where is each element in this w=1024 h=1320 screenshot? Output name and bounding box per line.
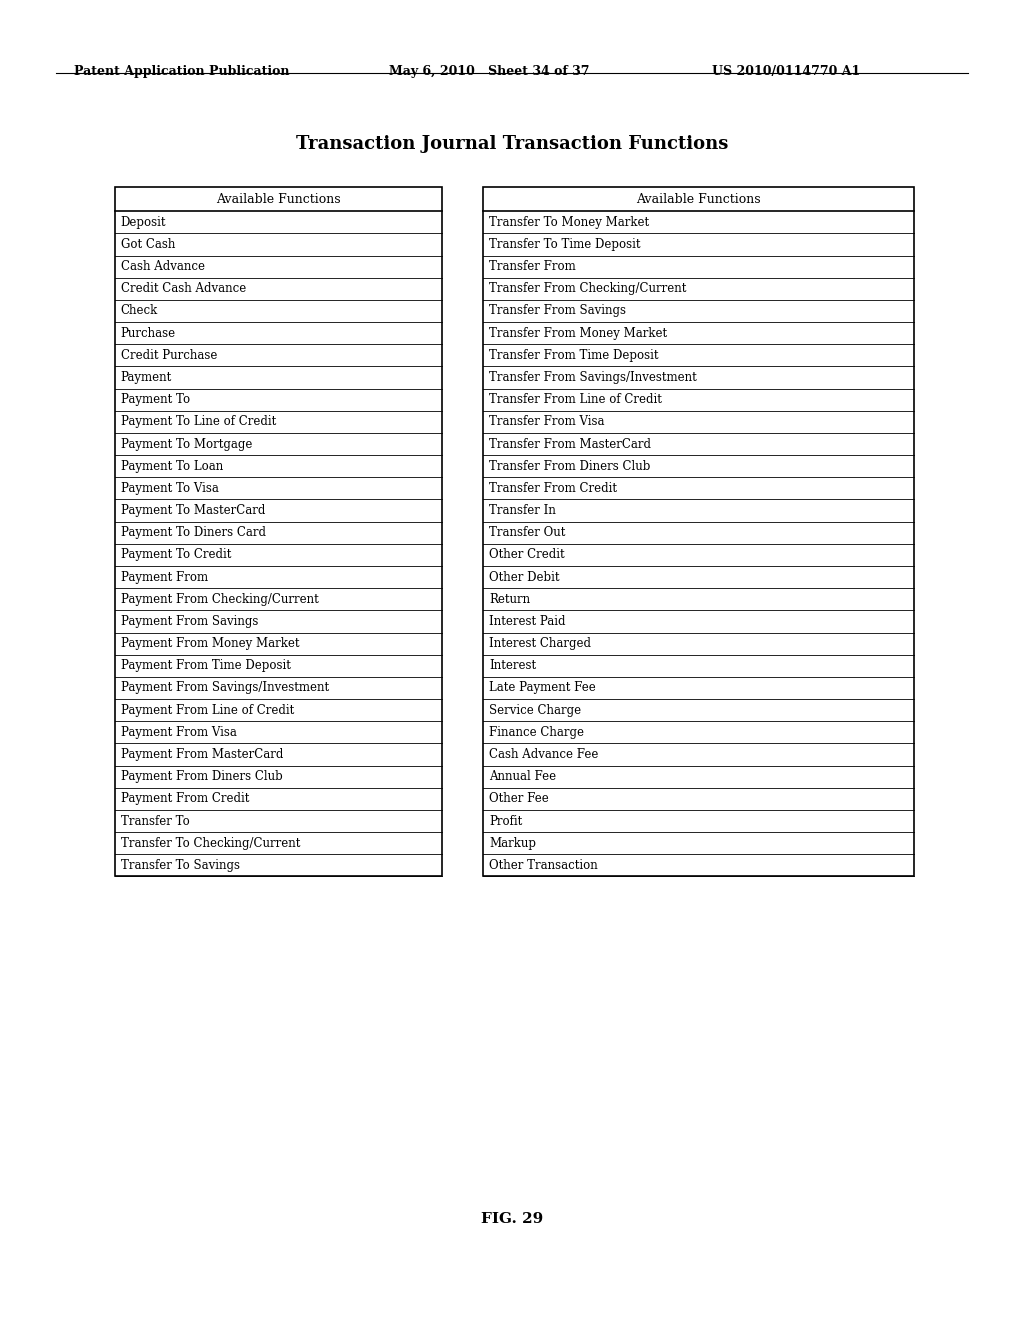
- Text: Payment From: Payment From: [121, 570, 208, 583]
- Text: Got Cash: Got Cash: [121, 238, 175, 251]
- Text: Payment From Savings: Payment From Savings: [121, 615, 258, 628]
- Text: Transfer From Time Deposit: Transfer From Time Deposit: [489, 348, 659, 362]
- Text: Payment From Credit: Payment From Credit: [121, 792, 249, 805]
- Bar: [483, 187, 914, 876]
- Text: Patent Application Publication: Patent Application Publication: [74, 65, 289, 78]
- Text: Payment To MasterCard: Payment To MasterCard: [121, 504, 265, 517]
- Text: Transfer From Line of Credit: Transfer From Line of Credit: [489, 393, 663, 407]
- Text: Transfer From Money Market: Transfer From Money Market: [489, 326, 668, 339]
- Text: Transaction Journal Transaction Functions: Transaction Journal Transaction Function…: [296, 135, 728, 153]
- Text: Payment To Mortgage: Payment To Mortgage: [121, 437, 252, 450]
- Text: Transfer To Checking/Current: Transfer To Checking/Current: [121, 837, 300, 850]
- Text: Transfer To Savings: Transfer To Savings: [121, 859, 240, 873]
- Text: Check: Check: [121, 305, 158, 318]
- Text: Transfer From Diners Club: Transfer From Diners Club: [489, 459, 651, 473]
- Text: Purchase: Purchase: [121, 326, 176, 339]
- Text: Transfer To: Transfer To: [121, 814, 189, 828]
- Text: Transfer From MasterCard: Transfer From MasterCard: [489, 437, 651, 450]
- Text: Transfer From: Transfer From: [489, 260, 577, 273]
- Text: Annual Fee: Annual Fee: [489, 770, 557, 783]
- Text: Transfer From Savings: Transfer From Savings: [489, 305, 627, 318]
- Text: Payment From Line of Credit: Payment From Line of Credit: [121, 704, 294, 717]
- Text: Credit Cash Advance: Credit Cash Advance: [121, 282, 246, 296]
- Text: Other Transaction: Other Transaction: [489, 859, 598, 873]
- Text: Transfer In: Transfer In: [489, 504, 556, 517]
- Text: Payment From Checking/Current: Payment From Checking/Current: [121, 593, 318, 606]
- Text: Available Functions: Available Functions: [637, 193, 761, 206]
- Text: Transfer From Visa: Transfer From Visa: [489, 416, 605, 429]
- Text: Other Credit: Other Credit: [489, 548, 565, 561]
- Text: Transfer From Checking/Current: Transfer From Checking/Current: [489, 282, 687, 296]
- Text: Cash Advance: Cash Advance: [121, 260, 205, 273]
- Text: Deposit: Deposit: [121, 215, 166, 228]
- Bar: [115, 187, 442, 876]
- Text: Transfer From Credit: Transfer From Credit: [489, 482, 617, 495]
- Text: Payment To Diners Card: Payment To Diners Card: [121, 527, 266, 540]
- Text: Credit Purchase: Credit Purchase: [121, 348, 217, 362]
- Text: Payment To Credit: Payment To Credit: [121, 548, 231, 561]
- Text: Payment To: Payment To: [121, 393, 190, 407]
- Text: Late Payment Fee: Late Payment Fee: [489, 681, 596, 694]
- Text: Transfer To Time Deposit: Transfer To Time Deposit: [489, 238, 641, 251]
- Text: Interest Charged: Interest Charged: [489, 638, 592, 651]
- Text: Finance Charge: Finance Charge: [489, 726, 585, 739]
- Text: Payment From Visa: Payment From Visa: [121, 726, 237, 739]
- Text: US 2010/0114770 A1: US 2010/0114770 A1: [712, 65, 860, 78]
- Text: Other Fee: Other Fee: [489, 792, 549, 805]
- Text: May 6, 2010   Sheet 34 of 37: May 6, 2010 Sheet 34 of 37: [389, 65, 590, 78]
- Text: Profit: Profit: [489, 814, 522, 828]
- Text: Interest: Interest: [489, 659, 537, 672]
- Text: Markup: Markup: [489, 837, 537, 850]
- Text: Transfer To Money Market: Transfer To Money Market: [489, 215, 649, 228]
- Text: Transfer Out: Transfer Out: [489, 527, 566, 540]
- Text: Payment From MasterCard: Payment From MasterCard: [121, 748, 284, 762]
- Text: Payment From Time Deposit: Payment From Time Deposit: [121, 659, 291, 672]
- Text: Payment From Money Market: Payment From Money Market: [121, 638, 299, 651]
- Text: FIG. 29: FIG. 29: [481, 1212, 543, 1226]
- Text: Payment To Visa: Payment To Visa: [121, 482, 219, 495]
- Text: Payment: Payment: [121, 371, 172, 384]
- Text: Service Charge: Service Charge: [489, 704, 582, 717]
- Text: Payment From Diners Club: Payment From Diners Club: [121, 770, 283, 783]
- Text: Payment From Savings/Investment: Payment From Savings/Investment: [121, 681, 329, 694]
- Text: Return: Return: [489, 593, 530, 606]
- Text: Payment To Loan: Payment To Loan: [121, 459, 223, 473]
- Text: Cash Advance Fee: Cash Advance Fee: [489, 748, 599, 762]
- Text: Interest Paid: Interest Paid: [489, 615, 566, 628]
- Text: Transfer From Savings/Investment: Transfer From Savings/Investment: [489, 371, 697, 384]
- Text: Available Functions: Available Functions: [216, 193, 341, 206]
- Text: Other Debit: Other Debit: [489, 570, 560, 583]
- Text: Payment To Line of Credit: Payment To Line of Credit: [121, 416, 276, 429]
